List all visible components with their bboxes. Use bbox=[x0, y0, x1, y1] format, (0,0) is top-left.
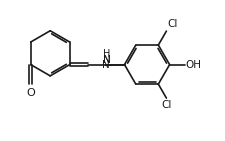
Text: O: O bbox=[26, 88, 35, 98]
Text: Cl: Cl bbox=[167, 19, 178, 29]
Text: OH: OH bbox=[186, 60, 202, 70]
Text: Cl: Cl bbox=[161, 100, 172, 110]
Text: N: N bbox=[103, 55, 110, 65]
Text: N: N bbox=[103, 55, 110, 65]
Text: N: N bbox=[102, 60, 110, 70]
Text: H: H bbox=[103, 49, 110, 59]
